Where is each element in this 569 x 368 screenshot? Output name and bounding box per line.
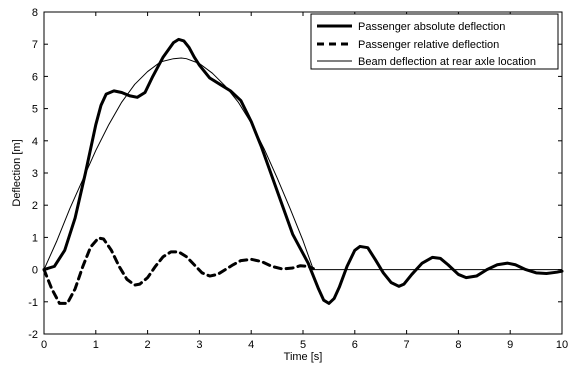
- x-axis-title: Time [s]: [284, 351, 323, 363]
- x-tick-label: 0: [41, 339, 47, 351]
- legend-label-relative: Passenger relative deflection: [358, 39, 499, 51]
- series-line-2: [43, 57, 563, 271]
- x-tick-label: 2: [145, 339, 151, 351]
- x-tick-label: 4: [248, 339, 254, 351]
- x-tick-label: 6: [352, 339, 358, 351]
- y-tick-label: -1: [28, 297, 38, 309]
- legend-box: [310, 13, 559, 70]
- axis-ticks: [43, 11, 563, 335]
- x-tick-label: 3: [196, 339, 202, 351]
- legend-label-absolute: Passenger absolute deflection: [358, 21, 505, 33]
- y-tick-label: 4: [32, 136, 38, 148]
- x-tick-label: 7: [404, 339, 410, 351]
- legend: Passenger absolute deflection Passenger …: [310, 13, 559, 70]
- y-tick-label: -2: [28, 329, 38, 341]
- series-line-0: [42, 37, 564, 305]
- x-tick-label: 9: [507, 339, 513, 351]
- y-axis-title: Deflection [m]: [11, 139, 23, 206]
- y-tick-label: 0: [32, 265, 38, 277]
- x-tick-label: 10: [556, 339, 568, 351]
- y-tick-label: 6: [32, 71, 38, 83]
- legend-label-beam: Beam deflection at rear axle location: [358, 56, 536, 68]
- y-tick-label: 8: [32, 7, 38, 19]
- y-tick-label: 7: [32, 39, 38, 51]
- x-tick-label: 5: [300, 339, 306, 351]
- series-line-1: [42, 236, 315, 305]
- y-tick-label: 5: [32, 104, 38, 116]
- x-tick-label: 8: [455, 339, 461, 351]
- y-tick-label: 2: [32, 200, 38, 212]
- y-tick-label: 1: [32, 232, 38, 244]
- y-tick-label: 3: [32, 168, 38, 180]
- series-lines: [42, 37, 564, 305]
- x-tick-label: 1: [93, 339, 99, 351]
- tick-labels: 0 1 2 3 4 5 6 7 8 9 10 -2 -1 0 1 2 3 4 5 6 7 8: [28, 7, 568, 351]
